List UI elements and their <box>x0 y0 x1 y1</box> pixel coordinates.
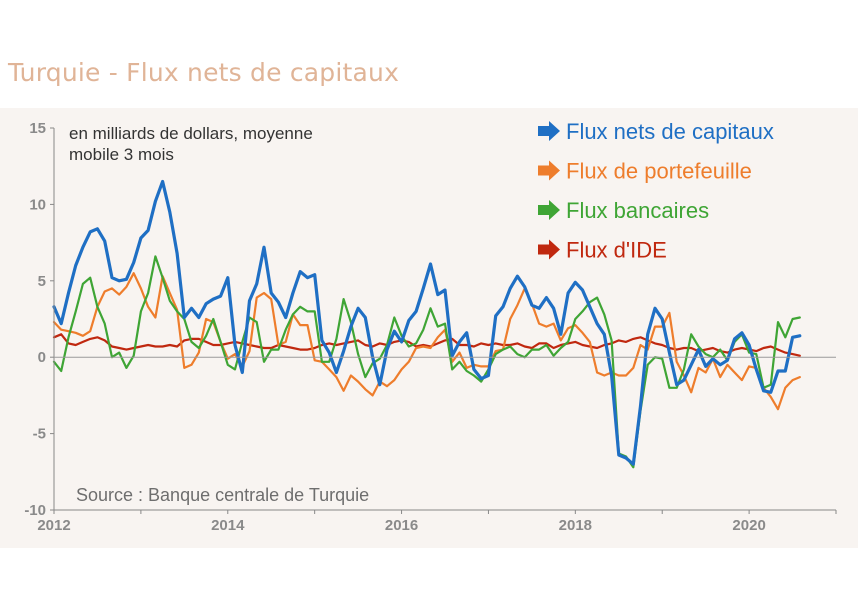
legend-arrow-icon <box>538 160 560 181</box>
chart-background <box>0 108 858 548</box>
legend-arrow-icon <box>538 239 560 260</box>
x-tick-label: 2014 <box>211 517 245 534</box>
x-tick-label: 2012 <box>37 517 70 534</box>
y-tick-label: 0 <box>38 349 46 366</box>
legend-label: Flux de portefeuille <box>566 159 752 184</box>
legend-arrow-icon <box>538 200 560 220</box>
x-tick-label: 2020 <box>732 517 765 534</box>
chart-subtitle-line2: mobile 3 mois <box>69 145 174 164</box>
chart-panel: -10 -5 0 5 10 15 2012 2014 2016 2018 2020 en milli… <box>0 108 858 548</box>
series-lines <box>52 179 802 469</box>
legend-label: Flux d'IDE <box>566 238 667 263</box>
y-tick-label: 5 <box>38 273 46 290</box>
line-chart: -10 -5 0 5 10 15 2012 2014 2016 2018 2020 en milli… <box>0 108 858 548</box>
chart-subtitle-line1: en milliards de dollars, moyenne <box>69 124 313 143</box>
y-tick-label: 15 <box>29 120 46 137</box>
y-tick-label: 10 <box>29 196 46 213</box>
y-tick-label: -5 <box>33 426 46 443</box>
y-tick-label: -10 <box>24 502 46 519</box>
x-tick-label: 2016 <box>385 517 418 534</box>
chart-source: Source : Banque centrale de Turquie <box>76 485 369 505</box>
legend-label: Flux bancaires <box>566 198 709 223</box>
legend-label: Flux nets de capitaux <box>566 119 774 144</box>
x-tick-label: 2018 <box>559 517 592 534</box>
series-line-2 <box>52 272 801 411</box>
series-line-3 <box>52 255 801 469</box>
chart-title: Turquie - Flux nets de capitaux <box>8 58 400 87</box>
legend: Flux nets de capitaux Flux de portefeuill… <box>538 119 774 263</box>
series-line-1 <box>52 179 802 466</box>
axes: -10 -5 0 5 10 15 2012 2014 2016 2018 2020 <box>24 120 837 534</box>
legend-arrow-icon <box>538 121 560 141</box>
